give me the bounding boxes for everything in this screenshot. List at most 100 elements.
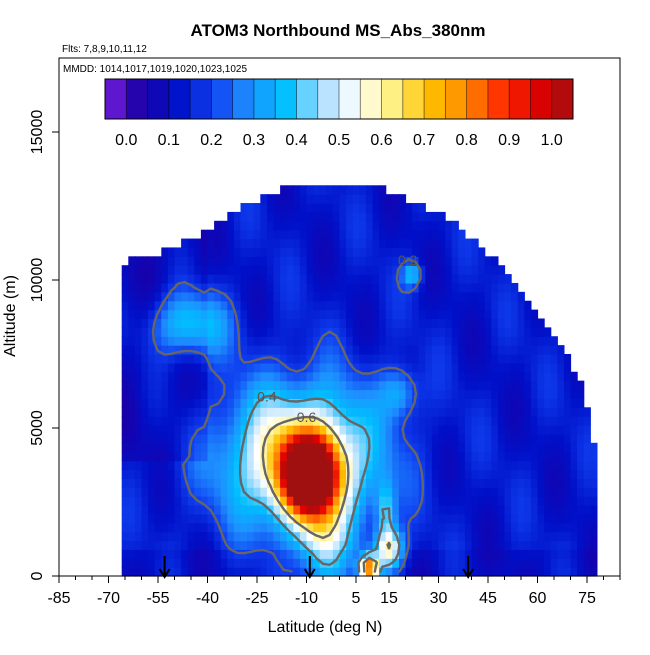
heatmap-cell	[418, 504, 426, 515]
heatmap-cell	[280, 220, 288, 231]
heatmap-cell	[418, 345, 426, 355]
heatmap-cell	[484, 513, 492, 524]
heatmap-cell	[134, 522, 143, 533]
heatmap-cell	[359, 522, 367, 533]
heatmap-cell	[194, 238, 202, 249]
heatmap-cell	[293, 398, 301, 408]
heatmap-cell	[425, 300, 433, 311]
heatmap-cell	[405, 389, 413, 399]
heatmap-cell	[550, 398, 558, 408]
heatmap-cell	[530, 433, 539, 444]
heatmap-cell	[319, 425, 327, 435]
heatmap-cell	[537, 451, 545, 462]
heatmap-cell	[214, 265, 222, 275]
heatmap-cell	[445, 229, 453, 240]
heatmap-cell	[365, 496, 374, 506]
heatmap-cell	[511, 389, 519, 399]
heatmap-cell	[352, 513, 360, 524]
heatmap-cell	[247, 318, 255, 328]
heatmap-cell	[220, 433, 228, 444]
heatmap-cell	[563, 487, 572, 497]
heatmap-cell	[392, 354, 400, 364]
heatmap-cell	[339, 247, 347, 257]
heatmap-cell	[563, 425, 572, 435]
heatmap-cell	[392, 220, 400, 231]
heatmap-cell	[319, 220, 327, 231]
heatmap-cell	[438, 416, 446, 426]
heatmap-cell	[365, 354, 374, 364]
heatmap-cell	[227, 398, 235, 408]
heatmap-cell	[524, 433, 532, 444]
heatmap-cell	[134, 327, 143, 337]
heatmap-cell	[299, 416, 308, 426]
colorbar-swatch	[445, 79, 468, 119]
heatmap-cell	[220, 398, 228, 408]
heatmap-cell	[359, 504, 367, 515]
heatmap-cell	[240, 469, 248, 479]
heatmap-cell	[563, 398, 572, 408]
heatmap-cell	[563, 407, 572, 417]
heatmap-cell	[438, 558, 446, 568]
heatmap-cell	[227, 291, 235, 302]
heatmap-cell	[464, 354, 473, 364]
heatmap-cell	[352, 327, 360, 337]
heatmap-cell	[286, 354, 294, 364]
heatmap-cell	[167, 407, 176, 417]
heatmap-cell	[220, 416, 228, 426]
heatmap-cell	[326, 496, 334, 506]
heatmap-cell	[478, 291, 486, 302]
heatmap-cell	[365, 425, 374, 435]
heatmap-cell	[134, 371, 143, 382]
heatmap-cell	[253, 531, 261, 542]
heatmap-cell	[445, 265, 453, 275]
heatmap-cell	[346, 291, 354, 302]
heatmap-cell	[273, 558, 281, 568]
heatmap-cell	[425, 469, 433, 479]
heatmap-cell	[306, 407, 314, 417]
heatmap-cell	[332, 442, 341, 453]
heatmap-cell	[379, 220, 387, 231]
heatmap-cell	[154, 371, 162, 382]
heatmap-cell	[372, 496, 380, 506]
heatmap-cell	[233, 416, 242, 426]
heatmap-cell	[200, 380, 209, 391]
heatmap-cell	[121, 522, 129, 533]
heatmap-cell	[550, 549, 558, 559]
heatmap-cell	[517, 504, 525, 515]
heatmap-cell	[200, 300, 209, 311]
heatmap-cell	[174, 416, 182, 426]
heatmap-cell	[511, 451, 519, 462]
heatmap-cell	[405, 487, 413, 497]
heatmap-cell	[207, 371, 215, 382]
heatmap-cell	[497, 416, 506, 426]
heatmap-cell	[372, 407, 380, 417]
heatmap-cell	[299, 327, 308, 337]
heatmap-cell	[484, 425, 492, 435]
heatmap-cell	[253, 282, 261, 293]
heatmap-cell	[220, 531, 228, 542]
heatmap-cell	[379, 194, 387, 204]
heatmap-cell	[167, 531, 176, 542]
heatmap-cell	[504, 274, 512, 284]
heatmap-cell	[326, 540, 334, 550]
heatmap-cell	[326, 336, 334, 346]
heatmap-cell	[134, 425, 143, 435]
heatmap-cell	[167, 425, 176, 435]
heatmap-cell	[346, 389, 354, 399]
heatmap-cell	[154, 291, 162, 302]
heatmap-cell	[326, 558, 334, 568]
heatmap-cell	[273, 522, 281, 533]
heatmap-cell	[260, 220, 268, 231]
heatmap-cell	[154, 540, 162, 550]
heatmap-cell	[346, 336, 354, 346]
heatmap-cell	[233, 407, 242, 417]
heatmap-cell	[187, 318, 195, 328]
heatmap-cell	[425, 291, 433, 302]
heatmap-cell	[418, 522, 426, 533]
heatmap-cell	[260, 362, 268, 373]
heatmap-cell	[141, 487, 149, 497]
heatmap-cell	[280, 425, 288, 435]
heatmap-cell	[154, 265, 162, 275]
heatmap-cell	[207, 274, 215, 284]
